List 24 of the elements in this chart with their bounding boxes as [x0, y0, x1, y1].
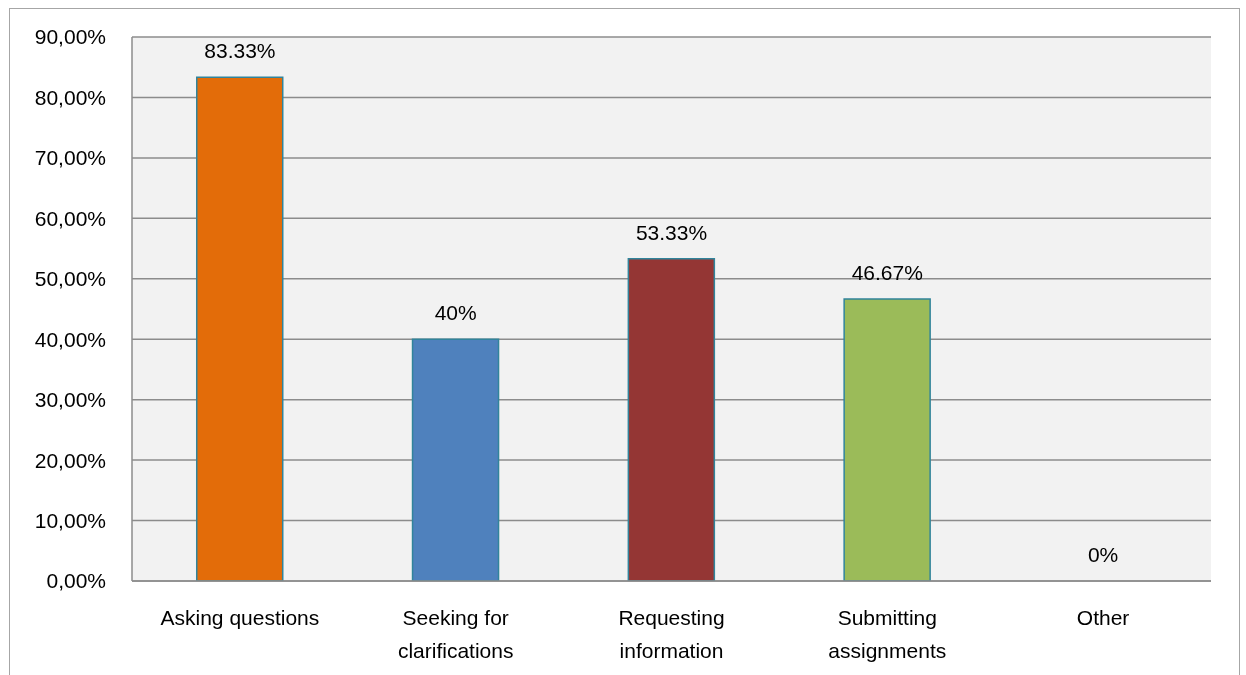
bar — [195, 76, 284, 581]
y-tick-label: 80,00% — [34, 85, 106, 109]
data-label: 53.33% — [635, 220, 708, 244]
y-tick-label: 90,00% — [34, 25, 106, 49]
y-tick-label: 20,00% — [34, 448, 106, 472]
y-tick-label: 60,00% — [34, 206, 106, 230]
data-label: 46.67% — [851, 260, 923, 284]
data-label: 83.33% — [204, 39, 276, 63]
x-tick-label: Seeking for clarifications — [397, 606, 514, 662]
data-label: 0% — [1087, 543, 1119, 566]
x-tick-label: Asking questions — [160, 606, 320, 629]
y-tick-label: 30,00% — [34, 388, 106, 412]
bar — [627, 257, 716, 581]
bar — [411, 338, 500, 581]
y-tick-label: 70,00% — [34, 146, 106, 170]
x-tick-label: Requesting information — [618, 606, 725, 662]
data-label: 40% — [434, 301, 477, 325]
y-tick-label: 50,00% — [34, 267, 106, 291]
y-tick-label: 40,00% — [34, 327, 106, 351]
y-tick-label: 0,00% — [46, 569, 106, 593]
x-tick-label: Submitting assignments — [828, 606, 947, 662]
y-tick-label: 10,00% — [34, 509, 106, 533]
x-tick-label: Other — [1076, 606, 1130, 629]
bar — [843, 298, 931, 581]
